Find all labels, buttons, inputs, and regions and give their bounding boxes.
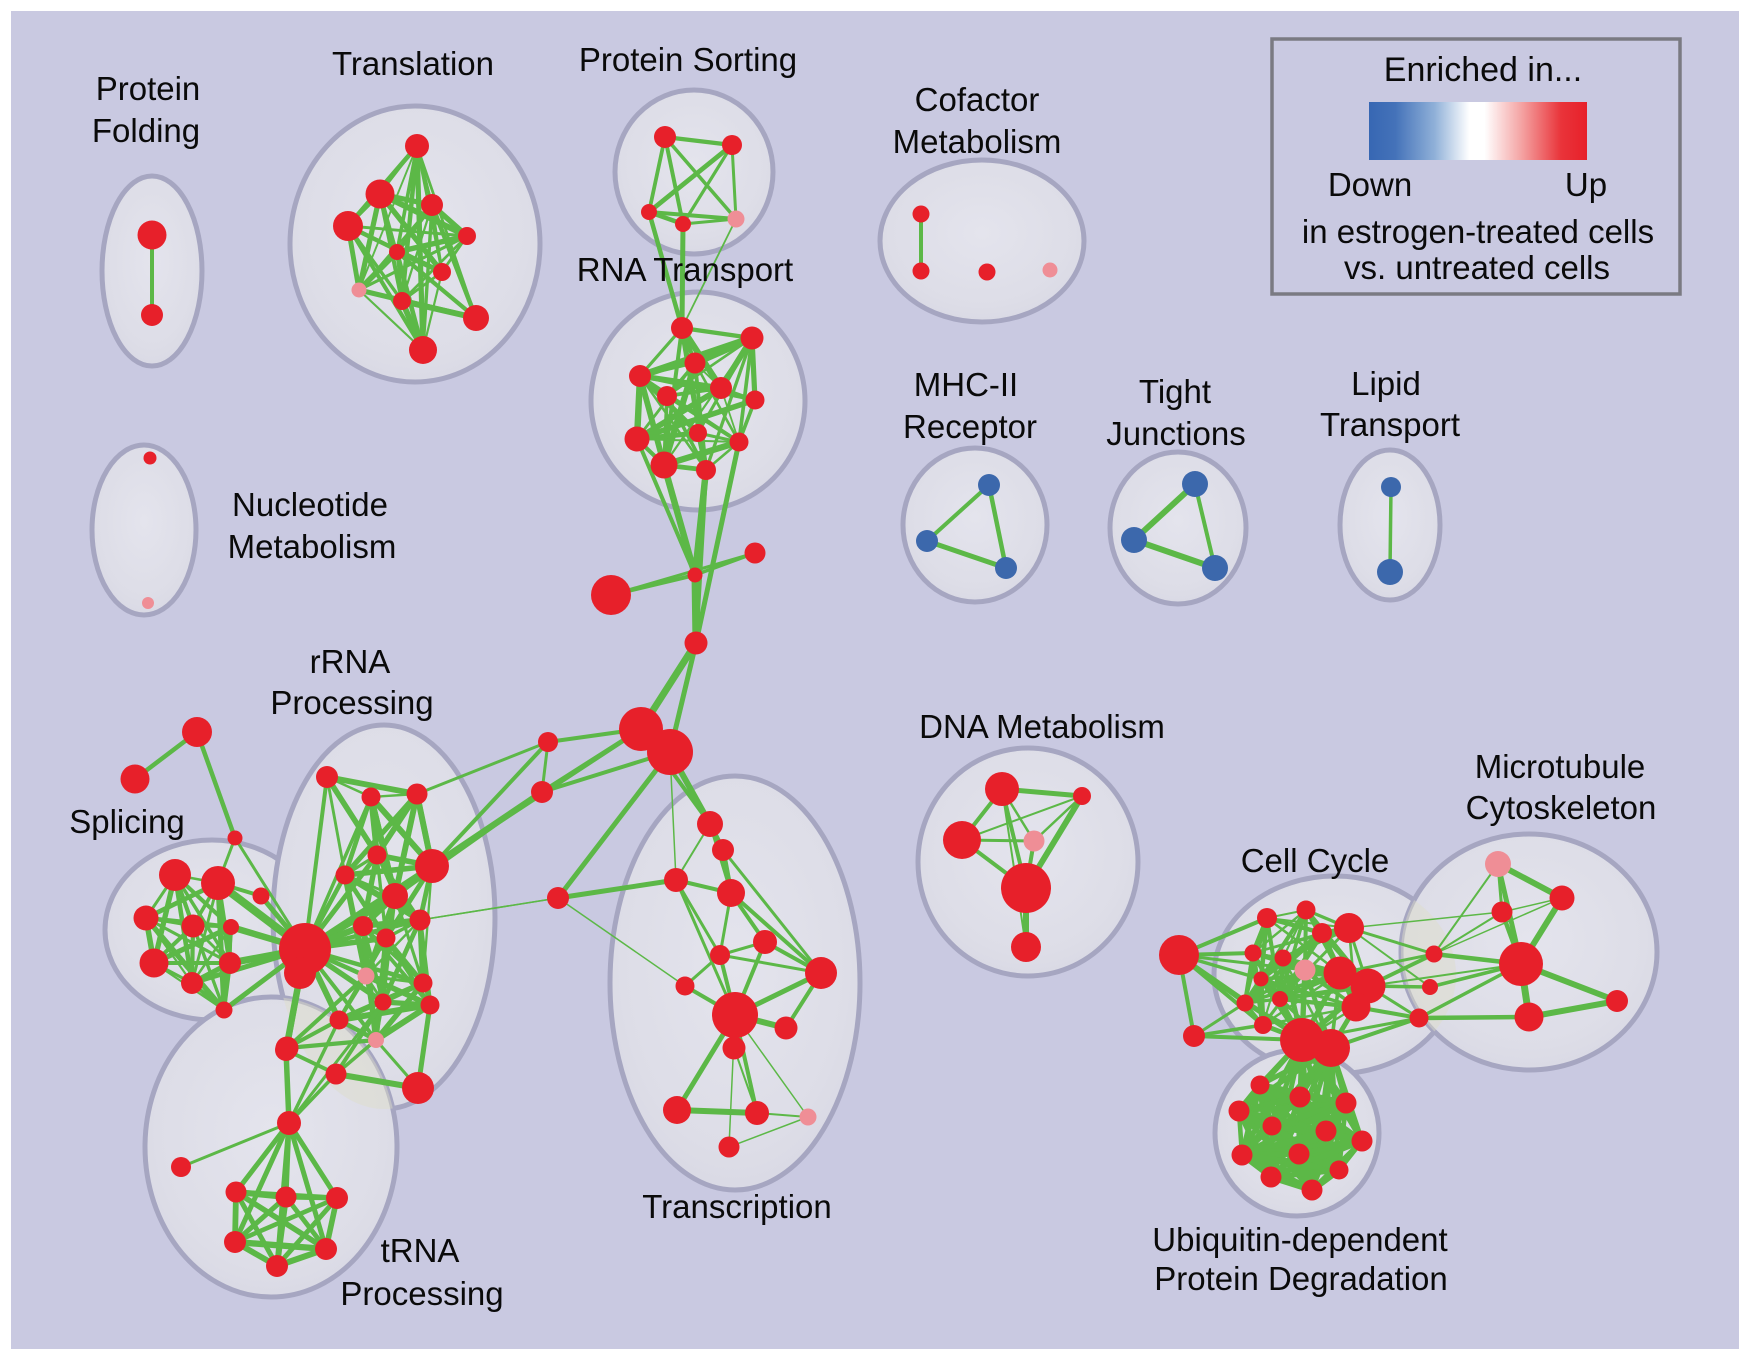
svg-text:Metabolism: Metabolism	[228, 528, 397, 565]
svg-text:in estrogen-treated cells: in estrogen-treated cells	[1302, 213, 1654, 250]
svg-text:vs. untreated cells: vs. untreated cells	[1344, 249, 1610, 286]
svg-text:Cytoskeleton: Cytoskeleton	[1466, 789, 1657, 826]
svg-text:Processing: Processing	[270, 684, 433, 721]
svg-text:Metabolism: Metabolism	[893, 123, 1062, 160]
svg-text:Protein Degradation: Protein Degradation	[1154, 1260, 1448, 1297]
svg-text:Splicing: Splicing	[69, 803, 185, 840]
svg-text:DNA Metabolism: DNA Metabolism	[919, 708, 1165, 745]
svg-text:Microtubule: Microtubule	[1475, 748, 1646, 785]
svg-text:Receptor: Receptor	[903, 408, 1037, 445]
svg-text:Cofactor: Cofactor	[915, 81, 1040, 118]
svg-text:Transcription: Transcription	[642, 1188, 832, 1225]
svg-text:MHC-II: MHC-II	[914, 366, 1018, 403]
svg-text:Translation: Translation	[332, 45, 494, 82]
svg-text:Processing: Processing	[340, 1275, 503, 1312]
svg-text:Tight: Tight	[1139, 373, 1211, 410]
svg-text:rRNA: rRNA	[310, 643, 391, 680]
svg-text:Nucleotide: Nucleotide	[232, 486, 388, 523]
svg-text:Lipid: Lipid	[1351, 365, 1421, 402]
svg-text:Folding: Folding	[92, 112, 200, 149]
svg-text:Protein: Protein	[96, 70, 201, 107]
svg-text:RNA Transport: RNA Transport	[577, 251, 793, 288]
svg-text:tRNA: tRNA	[381, 1232, 460, 1269]
svg-text:Transport: Transport	[1320, 406, 1460, 443]
svg-text:Junctions: Junctions	[1106, 415, 1245, 452]
svg-text:Cell Cycle: Cell Cycle	[1241, 842, 1390, 879]
svg-text:Protein Sorting: Protein Sorting	[579, 41, 797, 78]
svg-text:Enriched in...: Enriched in...	[1384, 51, 1582, 89]
svg-text:Down: Down	[1328, 166, 1412, 203]
svg-text:Ubiquitin-dependent: Ubiquitin-dependent	[1152, 1221, 1447, 1258]
svg-text:Up: Up	[1565, 166, 1607, 203]
